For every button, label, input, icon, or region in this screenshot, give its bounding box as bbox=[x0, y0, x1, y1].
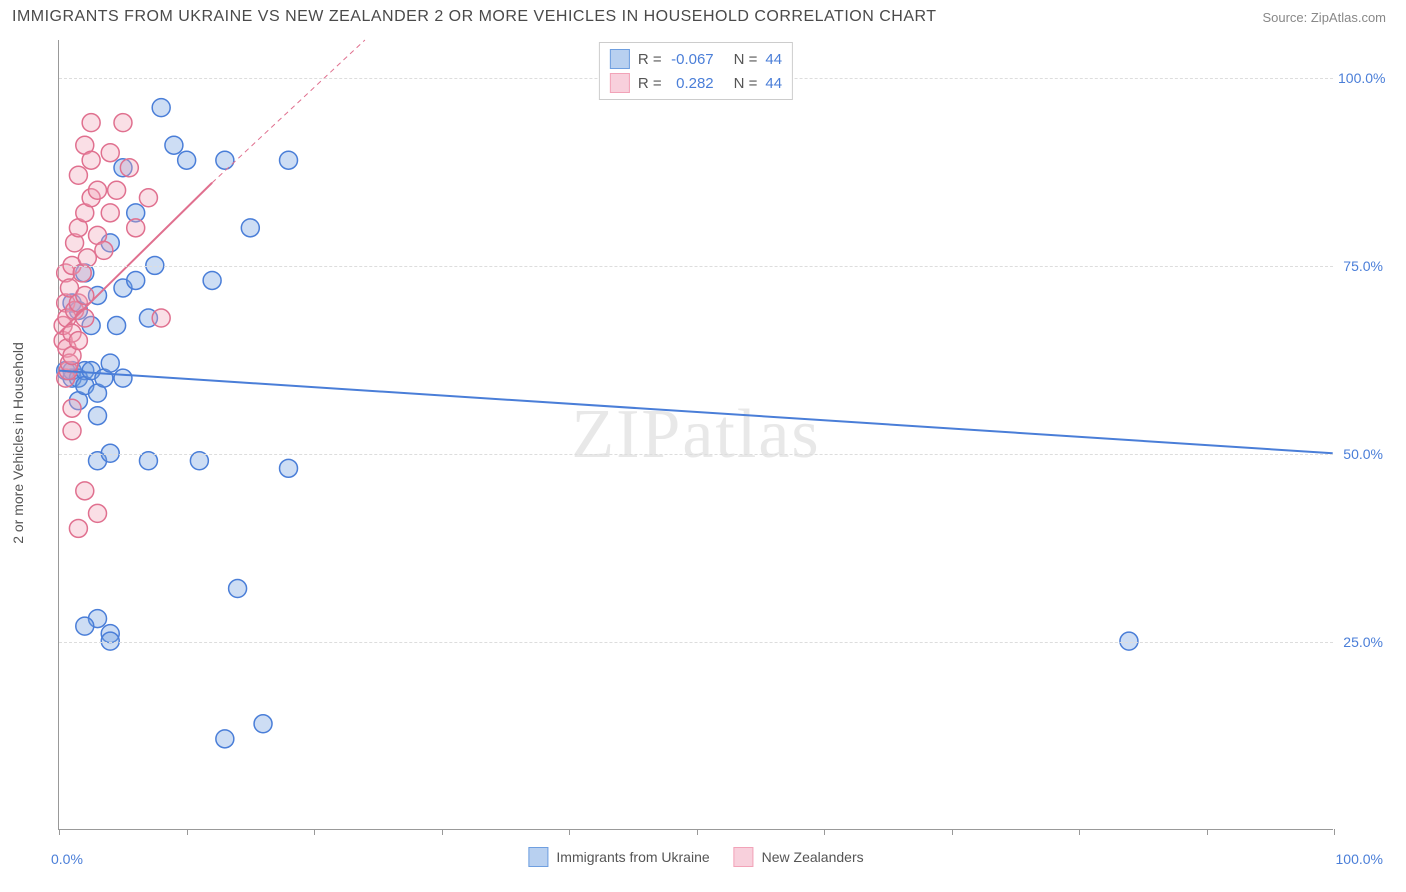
data-point bbox=[108, 317, 126, 335]
chart-container: 2 or more Vehicles in Household ZIPatlas… bbox=[48, 40, 1378, 830]
x-tick bbox=[442, 829, 443, 835]
data-point bbox=[82, 114, 100, 132]
chart-source: Source: ZipAtlas.com bbox=[1262, 10, 1386, 25]
legend-item-nz: New Zealanders bbox=[734, 847, 864, 867]
data-point bbox=[165, 136, 183, 154]
data-point bbox=[114, 114, 132, 132]
r-value-nz: 0.282 bbox=[670, 75, 726, 92]
data-point bbox=[76, 617, 94, 635]
x-tick bbox=[59, 829, 60, 835]
x-tick bbox=[314, 829, 315, 835]
data-point bbox=[114, 369, 132, 387]
data-point bbox=[216, 730, 234, 748]
data-point bbox=[95, 241, 113, 259]
data-point bbox=[69, 332, 87, 350]
y-tick-label: 25.0% bbox=[1338, 634, 1383, 650]
legend-row-nz: R = 0.282 N = 44 bbox=[610, 71, 782, 95]
y-tick-label: 100.0% bbox=[1338, 70, 1383, 86]
data-point bbox=[89, 504, 107, 522]
x-tick bbox=[824, 829, 825, 835]
data-point bbox=[241, 219, 259, 237]
n-value-ukraine: 44 bbox=[765, 51, 782, 68]
gridline bbox=[59, 642, 1333, 643]
legend-swatch-ukraine bbox=[610, 49, 630, 69]
series-legend: Immigrants from Ukraine New Zealanders bbox=[528, 847, 863, 867]
chart-title: IMMIGRANTS FROM UKRAINE VS NEW ZEALANDER… bbox=[12, 8, 937, 26]
y-axis-label: 2 or more Vehicles in Household bbox=[10, 342, 26, 544]
data-point bbox=[82, 151, 100, 169]
data-point bbox=[69, 519, 87, 537]
data-point bbox=[63, 422, 81, 440]
data-point bbox=[89, 181, 107, 199]
plot-area: ZIPatlas R = -0.067 N = 44 R = 0.282 N =… bbox=[58, 40, 1333, 830]
x-tick bbox=[187, 829, 188, 835]
r-value-ukraine: -0.067 bbox=[670, 51, 726, 68]
data-point bbox=[63, 399, 81, 417]
legend-row-ukraine: R = -0.067 N = 44 bbox=[610, 47, 782, 71]
x-tick bbox=[1207, 829, 1208, 835]
legend-swatch-nz-icon bbox=[734, 847, 754, 867]
data-point bbox=[108, 181, 126, 199]
data-point bbox=[89, 407, 107, 425]
correlation-legend: R = -0.067 N = 44 R = 0.282 N = 44 bbox=[599, 42, 793, 100]
data-point bbox=[254, 715, 272, 733]
data-point bbox=[280, 459, 298, 477]
gridline bbox=[59, 454, 1333, 455]
data-point bbox=[152, 309, 170, 327]
y-tick-label: 75.0% bbox=[1338, 258, 1383, 274]
legend-item-ukraine: Immigrants from Ukraine bbox=[528, 847, 709, 867]
x-tick bbox=[569, 829, 570, 835]
data-point bbox=[78, 249, 96, 267]
data-point bbox=[139, 189, 157, 207]
data-point bbox=[216, 151, 234, 169]
legend-label-nz: New Zealanders bbox=[762, 849, 864, 865]
x-tick bbox=[697, 829, 698, 835]
data-point bbox=[101, 144, 119, 162]
regression-line bbox=[59, 371, 1332, 454]
gridline bbox=[59, 266, 1333, 267]
data-point bbox=[76, 309, 94, 327]
data-point bbox=[229, 580, 247, 598]
data-point bbox=[101, 204, 119, 222]
legend-swatch-nz bbox=[610, 73, 630, 93]
n-value-nz: 44 bbox=[765, 75, 782, 92]
data-point bbox=[101, 354, 119, 372]
x-tick bbox=[1079, 829, 1080, 835]
y-tick-label: 50.0% bbox=[1338, 446, 1383, 462]
data-point bbox=[203, 271, 221, 289]
x-tick bbox=[1334, 829, 1335, 835]
data-point bbox=[152, 99, 170, 117]
x-tick bbox=[952, 829, 953, 835]
data-point bbox=[178, 151, 196, 169]
data-point bbox=[120, 159, 138, 177]
x-tick-label: 100.0% bbox=[1336, 851, 1383, 867]
x-tick-label: 0.0% bbox=[51, 851, 83, 867]
data-point bbox=[127, 219, 145, 237]
legend-swatch-ukraine-icon bbox=[528, 847, 548, 867]
data-point bbox=[76, 482, 94, 500]
data-point bbox=[69, 166, 87, 184]
data-point bbox=[280, 151, 298, 169]
legend-label-ukraine: Immigrants from Ukraine bbox=[556, 849, 709, 865]
chart-header: IMMIGRANTS FROM UKRAINE VS NEW ZEALANDER… bbox=[0, 0, 1406, 30]
plot-svg bbox=[59, 40, 1333, 829]
data-point bbox=[127, 271, 145, 289]
